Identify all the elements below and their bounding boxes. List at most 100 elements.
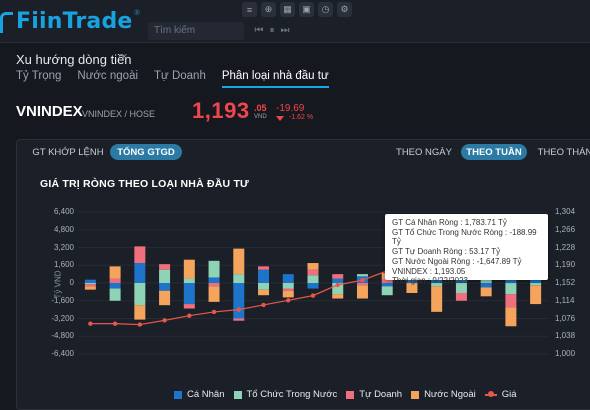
y-tick-label: 0 bbox=[69, 278, 74, 287]
bar-segment bbox=[258, 266, 270, 270]
y2-tick-label: 1,266 bbox=[555, 224, 576, 234]
seg-gt-khop-lenh[interactable]: GT KHỚP LỆNH bbox=[32, 146, 104, 158]
legend-label: Cá Nhân bbox=[187, 389, 225, 400]
y2-tick-label: 1,228 bbox=[555, 242, 576, 252]
seg-theo-thang[interactable]: THEO THÁN bbox=[537, 146, 590, 158]
bar-segment bbox=[208, 260, 220, 278]
price-point bbox=[88, 321, 93, 326]
bar-segment bbox=[307, 269, 319, 276]
y-tick-label: 4,800 bbox=[53, 224, 74, 234]
seg-theo-ngay[interactable]: THEO NGÀY bbox=[396, 146, 452, 158]
logo-mark-icon bbox=[0, 10, 14, 33]
bar-segment bbox=[332, 278, 344, 283]
search-input[interactable]: Tìm kiếm bbox=[148, 22, 244, 40]
bar-segment bbox=[208, 277, 220, 283]
bar-segment bbox=[282, 290, 294, 298]
index-change-pct: -1.62 % bbox=[289, 114, 314, 121]
bar-segment bbox=[530, 283, 542, 286]
bar-segment bbox=[307, 263, 319, 270]
tab-phan-loai-nha-dau-tu[interactable]: Phân loại nhà đầu tư bbox=[221, 70, 329, 88]
bar-segment bbox=[455, 292, 467, 301]
zoom-icon[interactable]: ⊕ bbox=[261, 2, 276, 17]
index-price: 1,193 bbox=[192, 98, 250, 123]
bar-segment bbox=[307, 275, 319, 283]
bar-segment bbox=[332, 274, 344, 279]
bar-segment bbox=[84, 279, 96, 283]
tooltip-line-time: Thời gian : 9/22/2023 bbox=[392, 276, 468, 286]
legend-item-gia[interactable]: Giá bbox=[484, 389, 517, 400]
bar-segment bbox=[233, 283, 245, 319]
y-tick-label: 1,600 bbox=[53, 260, 74, 270]
bar-segment bbox=[258, 289, 270, 296]
bar-segment bbox=[356, 274, 368, 277]
bar-segment bbox=[381, 286, 393, 296]
y-tick-label: -1,600 bbox=[51, 295, 74, 305]
y2-tick-label: 1,076 bbox=[555, 313, 576, 323]
price-point bbox=[236, 307, 241, 312]
clock-icon[interactable]: ◷ bbox=[318, 2, 333, 17]
seg-tong-gtgd[interactable]: TỔNG GTGD bbox=[110, 144, 182, 160]
bar-segment bbox=[431, 283, 443, 287]
top-bar: FiinTrade ® ≡ ⊕ ▦ ▣ ◷ ⚙ Tìm kiếm ⏮ ⏸ ⏭ bbox=[0, 0, 590, 43]
bar-segment bbox=[159, 283, 171, 291]
bar-segment bbox=[233, 274, 245, 283]
bar-segment bbox=[159, 269, 171, 283]
bar-segment bbox=[480, 278, 492, 283]
settings-icon[interactable]: ⚙ bbox=[337, 2, 352, 17]
chart-tooltip: GT Cá Nhân Ròng : 1,783.71 Tỷ GT Tổ Chức… bbox=[385, 214, 548, 285]
seg-theo-tuan[interactable]: THEO TUẦN bbox=[461, 144, 527, 160]
bar-segment bbox=[183, 259, 195, 279]
toolbar-icons: ≡ ⊕ ▦ ▣ ◷ ⚙ bbox=[242, 2, 352, 17]
y2-tick-label: 1,304 bbox=[555, 207, 576, 216]
y2-tick-label: 1,152 bbox=[555, 278, 576, 287]
bar-segment bbox=[109, 266, 121, 279]
bar-segment bbox=[307, 283, 319, 289]
skip-back-icon[interactable]: ⏮ bbox=[254, 24, 264, 36]
price-point bbox=[187, 313, 192, 318]
tab-nuoc-ngoai[interactable]: Nước ngoài bbox=[77, 70, 139, 82]
bar-segment bbox=[505, 307, 517, 327]
bar-segment bbox=[530, 285, 542, 305]
logo-text: FiinTrade bbox=[16, 8, 133, 34]
close-icon[interactable]: × bbox=[121, 51, 128, 63]
pause-icon[interactable]: ⏸ bbox=[269, 24, 275, 36]
legend-swatch bbox=[233, 390, 242, 399]
legend-item-to-chuc[interactable]: Tổ Chức Trong Nước bbox=[233, 389, 338, 400]
tooltip-line-ca-nhan: GT Cá Nhân Ròng : 1,783.71 Tỷ bbox=[392, 218, 507, 227]
calendar-icon[interactable]: ▣ bbox=[299, 2, 314, 17]
y2-tick-label: 1,000 bbox=[555, 349, 576, 358]
legend-label: Tổ Chức Trong Nước bbox=[246, 389, 338, 400]
price-point bbox=[112, 321, 118, 326]
logo-registered-mark: ® bbox=[134, 10, 140, 17]
tab-bar: Tỷ Trọng Nước ngoài Tự Doanh Phân loại n… bbox=[16, 70, 329, 88]
tab-ty-trong[interactable]: Tỷ Trọng bbox=[16, 70, 62, 82]
tooltip-line-nuoc-ngoai: GT Nước Ngoài Ròng : -1,647.89 Tỷ bbox=[392, 256, 522, 266]
legend-item-nuoc-ngoai[interactable]: Nước Ngoài bbox=[411, 389, 476, 400]
bar-segment bbox=[134, 246, 146, 264]
bar-segment bbox=[233, 248, 245, 275]
bar-segment bbox=[258, 269, 270, 283]
bar-segment bbox=[109, 288, 121, 301]
bar-segment bbox=[134, 283, 146, 306]
legend-label: Nước Ngoài bbox=[424, 389, 476, 400]
bar-segment bbox=[381, 279, 393, 283]
price-point bbox=[137, 322, 143, 327]
skip-forward-icon[interactable]: ⏭ bbox=[280, 24, 290, 36]
media-controls: ⏮ ⏸ ⏭ bbox=[254, 23, 290, 37]
y-tick-label: 3,200 bbox=[53, 242, 74, 252]
legend-item-ca-nhan[interactable]: Cá Nhân bbox=[174, 389, 225, 400]
bar-segment bbox=[183, 278, 195, 283]
logo[interactable]: FiinTrade ® bbox=[0, 6, 140, 36]
bar-segment bbox=[480, 287, 492, 297]
menu-icon[interactable]: ≡ bbox=[242, 2, 257, 17]
screener-icon[interactable]: ▦ bbox=[280, 2, 295, 17]
bar-segment bbox=[505, 283, 517, 295]
tab-tu-doanh[interactable]: Tự Doanh bbox=[154, 70, 206, 82]
bar-segment bbox=[109, 278, 121, 283]
legend-item-tu-doanh[interactable]: Tự Doanh bbox=[346, 389, 402, 400]
bar-segment bbox=[84, 284, 96, 287]
price-point bbox=[360, 277, 365, 283]
legend-label: Tự Doanh bbox=[359, 389, 403, 400]
bar-segment bbox=[183, 283, 195, 305]
